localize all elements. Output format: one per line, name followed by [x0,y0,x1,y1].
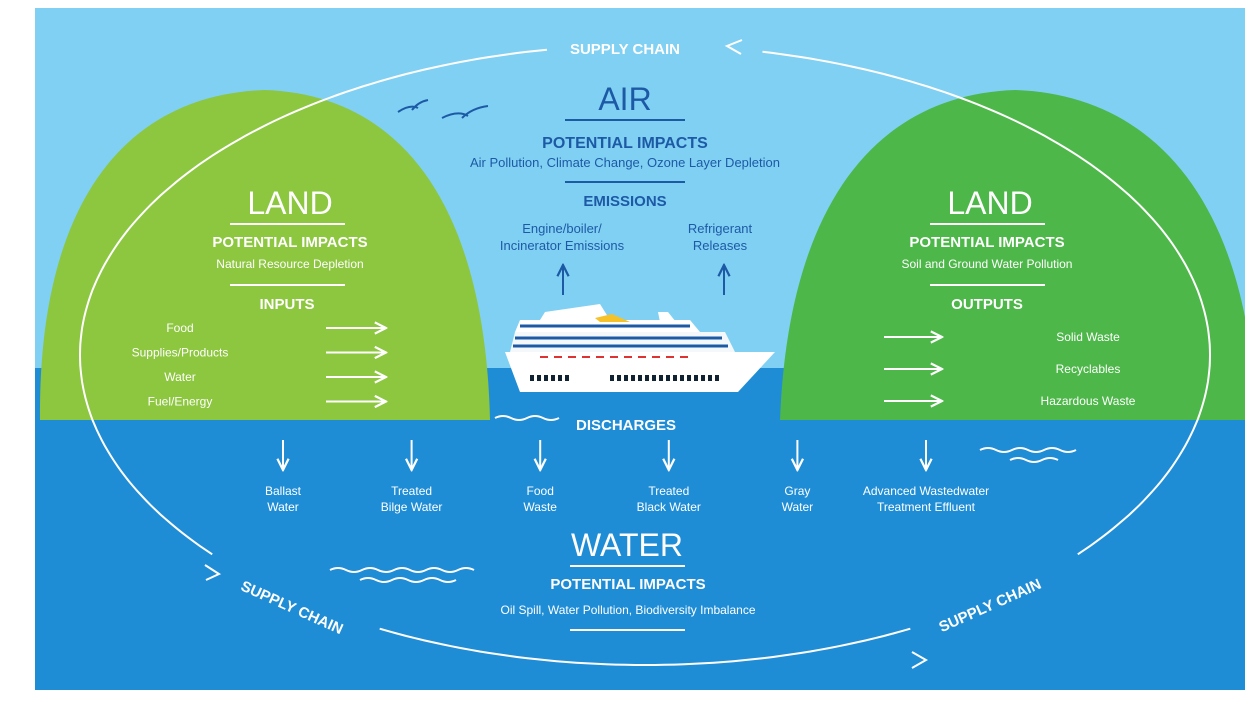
output-item: Hazardous Waste [1041,394,1136,408]
air-impacts: Air Pollution, Climate Change, Ozone Lay… [470,155,780,170]
output-item: Recyclables [1056,362,1121,376]
air-title: AIR [598,81,651,117]
water-impacts-heading: POTENTIAL IMPACTS [550,576,705,593]
air-impacts-heading: POTENTIAL IMPACTS [542,135,708,152]
input-item: Fuel/Energy [148,395,213,409]
infographic: SUPPLY CHAIN SUPPLY CHAIN SUPPLY CHAIN A… [0,0,1260,709]
supply-chain-label: SUPPLY CHAIN [570,41,680,58]
discharges-heading: DISCHARGES [576,417,676,434]
land-impacts: Soil and Ground Water Pollution [902,257,1073,271]
land-impacts-heading: POTENTIAL IMPACTS [909,234,1064,251]
input-item: Water [164,370,196,384]
output-item: Solid Waste [1056,330,1120,344]
outputs-heading: OUTPUTS [951,296,1023,313]
land-impacts: Natural Resource Depletion [216,257,363,271]
emissions-heading: EMISSIONS [583,193,666,210]
inputs-heading: INPUTS [259,296,314,313]
input-item: Food [166,321,193,335]
land-title: LAND [947,185,1032,221]
input-item: Supplies/Products [132,346,229,360]
land-impacts-heading: POTENTIAL IMPACTS [212,234,367,251]
water-impacts: Oil Spill, Water Pollution, Biodiversity… [501,603,756,617]
water-title: WATER [571,527,683,563]
land-title: LAND [247,185,332,221]
